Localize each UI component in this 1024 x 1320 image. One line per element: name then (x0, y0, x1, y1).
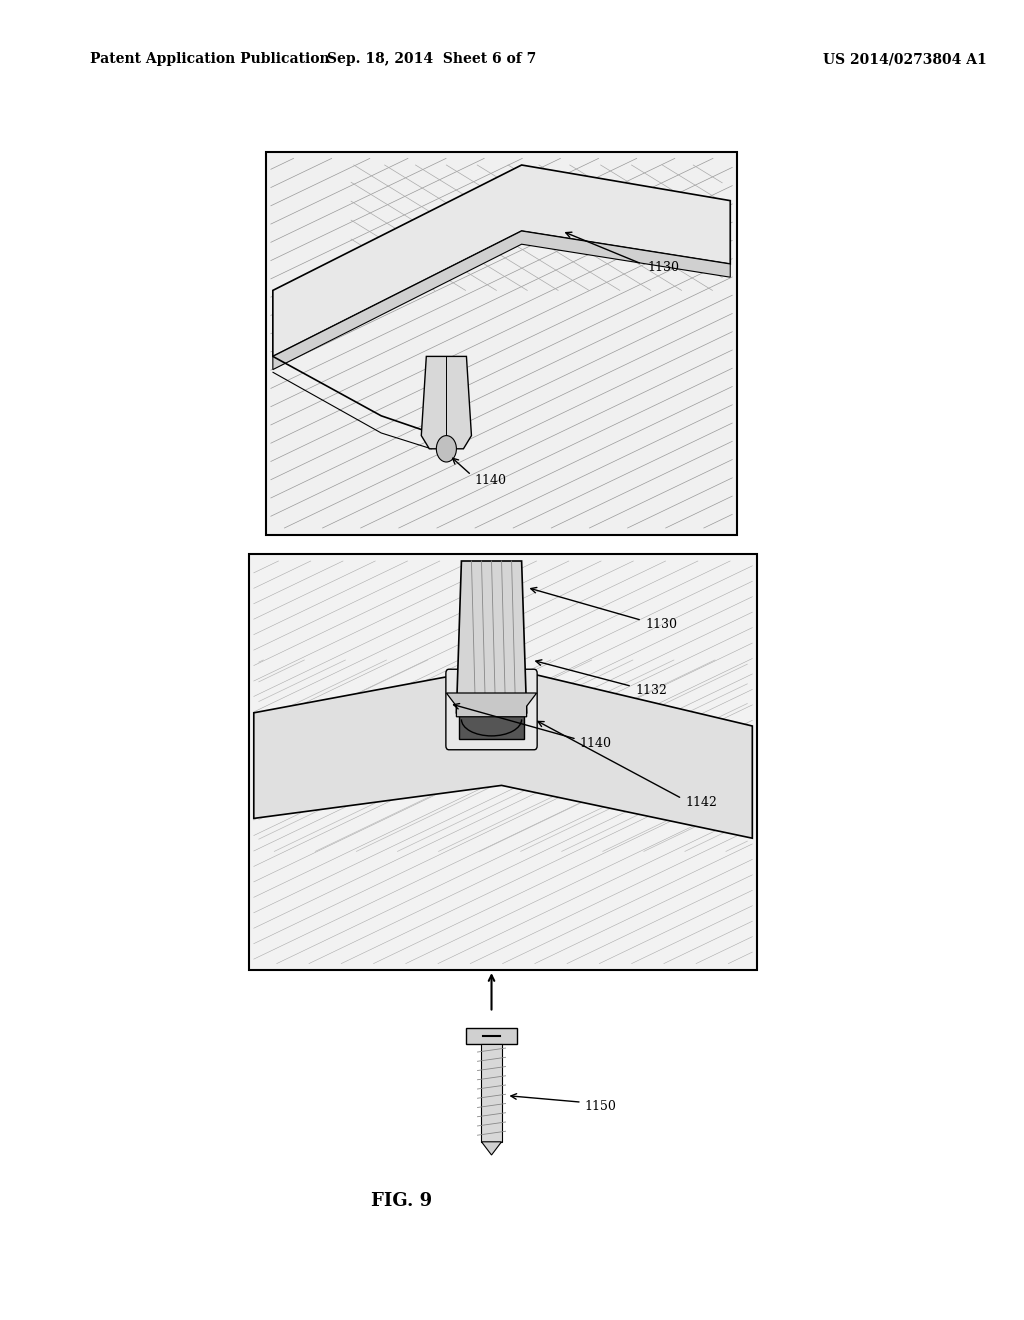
Polygon shape (421, 356, 471, 449)
Bar (467, 1028, 516, 1044)
Text: 1132: 1132 (635, 684, 667, 697)
Bar (459, 686, 524, 739)
Polygon shape (446, 693, 537, 717)
Polygon shape (481, 1142, 502, 1155)
Text: US 2014/0273804 A1: US 2014/0273804 A1 (822, 53, 986, 66)
Polygon shape (272, 165, 730, 356)
Text: 1130: 1130 (645, 618, 677, 631)
Text: 1140: 1140 (580, 737, 611, 750)
Circle shape (436, 436, 457, 462)
Polygon shape (272, 231, 730, 370)
FancyBboxPatch shape (445, 669, 538, 750)
Polygon shape (457, 561, 526, 713)
Text: Patent Application Publication: Patent Application Publication (90, 53, 330, 66)
Text: FIG. 9: FIG. 9 (371, 1192, 432, 1210)
Text: 1142: 1142 (685, 796, 717, 809)
Polygon shape (254, 667, 753, 838)
Text: 1130: 1130 (647, 261, 679, 275)
Text: 1140: 1140 (474, 474, 507, 487)
Text: Sep. 18, 2014  Sheet 6 of 7: Sep. 18, 2014 Sheet 6 of 7 (327, 53, 536, 66)
Bar (249, 554, 758, 970)
Text: 1150: 1150 (585, 1100, 616, 1113)
Bar (266, 152, 737, 535)
Bar (481, 1044, 502, 1142)
